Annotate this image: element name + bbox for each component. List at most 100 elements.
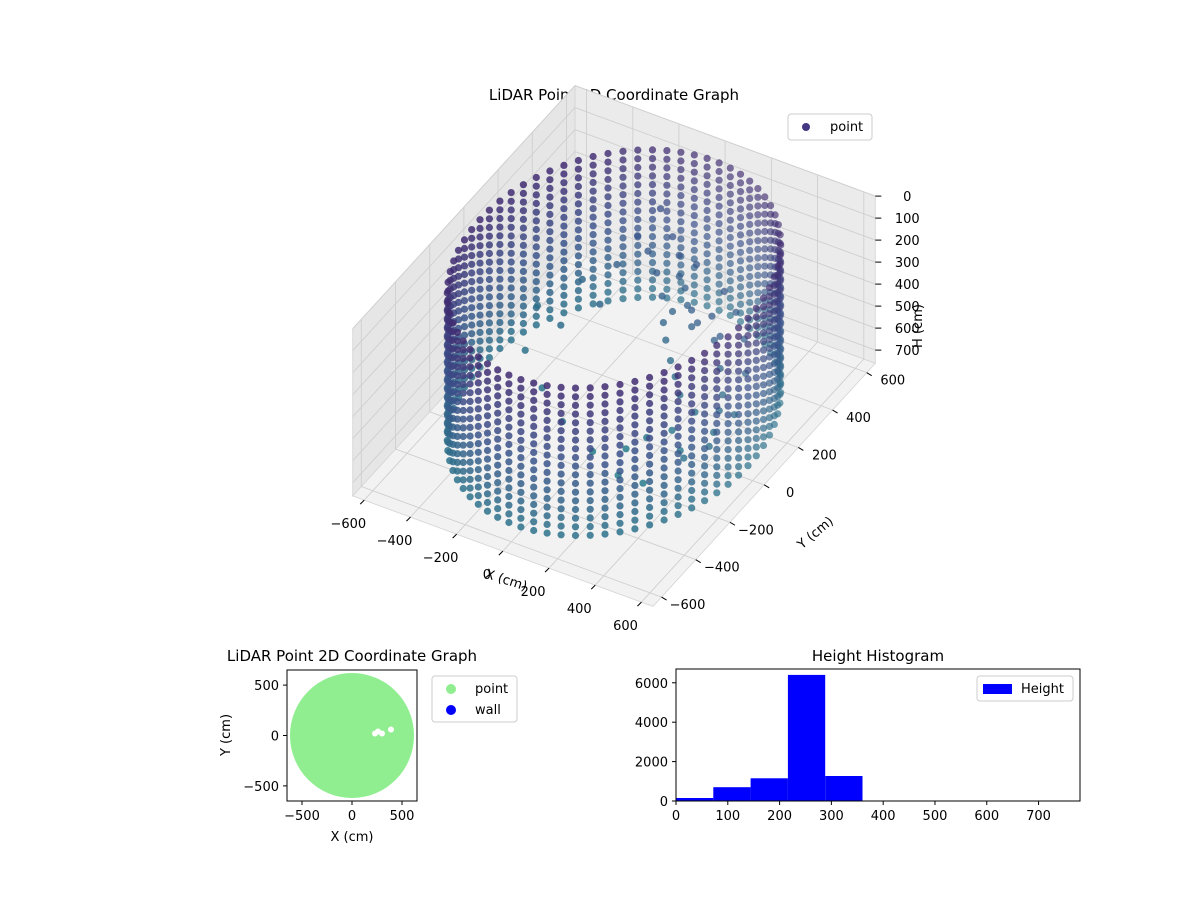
point-wall <box>660 516 668 524</box>
x-tick-label: 600 <box>974 809 999 824</box>
point-wall <box>485 293 493 301</box>
point-wall <box>765 362 774 370</box>
point-wall <box>663 207 671 215</box>
point-wall <box>701 436 709 444</box>
point-wall <box>546 306 554 314</box>
point-wall <box>543 382 551 390</box>
point-wall <box>474 414 482 422</box>
point-wall <box>736 257 745 265</box>
point-wall <box>505 510 513 518</box>
y-tick-label: −600 <box>670 598 706 613</box>
point-wall <box>674 380 682 388</box>
chart-2d-ylabel: Y (cm) <box>219 714 234 757</box>
point-wall <box>631 516 639 524</box>
point-wall <box>759 441 768 450</box>
point-wall <box>483 429 492 437</box>
point-wall <box>663 147 671 155</box>
point-wall <box>449 414 457 422</box>
point-wall <box>560 309 568 317</box>
point-wall <box>517 454 525 462</box>
point-wall <box>589 231 597 239</box>
point-wall <box>726 251 734 259</box>
point-wall <box>735 445 743 453</box>
point-wall <box>765 431 774 439</box>
point-wall <box>726 268 734 276</box>
point-wall <box>616 415 624 423</box>
point-wall <box>688 426 696 434</box>
point-wall <box>530 492 538 500</box>
point-wall <box>724 350 732 358</box>
point-wall <box>449 345 457 353</box>
point-wall <box>483 438 492 446</box>
point-wall <box>616 424 624 432</box>
point-clutter <box>533 301 542 310</box>
point-wall <box>701 410 709 418</box>
point-wall <box>517 497 525 505</box>
point-wall <box>532 260 540 268</box>
point-wall <box>677 235 685 243</box>
point-wall <box>546 193 554 201</box>
point-wall <box>560 257 568 265</box>
z-tick-label: 100 <box>895 212 920 227</box>
point-clutter <box>644 247 652 255</box>
point-wall <box>560 248 568 256</box>
point-clutter <box>662 336 670 344</box>
point-wall <box>648 198 657 206</box>
y-tick-label: 400 <box>846 411 871 426</box>
point-gap <box>388 726 394 733</box>
point-wall <box>619 234 627 242</box>
point-wall <box>532 199 540 208</box>
y-tick-label: 0 <box>271 730 279 745</box>
point-wall <box>557 505 565 513</box>
point-wall <box>496 344 504 353</box>
point-wall <box>444 278 452 286</box>
point-wall <box>557 418 565 426</box>
point-wall <box>752 452 760 460</box>
point-clutter <box>613 260 621 269</box>
point-wall <box>460 270 469 279</box>
point-wall <box>460 279 469 287</box>
point-wall <box>688 434 696 443</box>
point-wall <box>726 294 734 302</box>
point-wall <box>663 251 671 259</box>
point-wall <box>494 383 502 391</box>
point-wall <box>496 327 504 335</box>
x-tick-label: −400 <box>377 534 413 549</box>
point-wall <box>677 226 685 234</box>
point-wall <box>474 379 482 387</box>
point-wall <box>752 304 760 312</box>
point-wall <box>494 374 502 383</box>
point-wall <box>765 344 774 352</box>
point-wall <box>688 504 696 512</box>
point-wall <box>761 280 769 288</box>
point-wall <box>744 453 752 461</box>
point-wall <box>619 243 627 251</box>
point-wall <box>663 268 671 276</box>
z-tick-label: 400 <box>895 278 920 293</box>
point-wall <box>571 393 580 401</box>
point-wall <box>690 298 698 306</box>
point-wall <box>660 421 668 429</box>
point-wall <box>459 354 467 363</box>
point-wall <box>557 401 565 409</box>
point-wall <box>586 453 594 461</box>
point-wall <box>543 494 551 502</box>
point-wall <box>663 233 671 241</box>
point-wall <box>674 372 682 380</box>
point-wall <box>574 234 583 243</box>
point-wall <box>701 462 709 470</box>
point-wall <box>735 471 743 479</box>
point-wall <box>571 505 580 514</box>
point-wall <box>634 276 642 284</box>
point-wall <box>765 396 774 404</box>
point-clutter <box>557 321 565 329</box>
y-tick-label: 6000 <box>635 677 668 692</box>
point-wall <box>677 183 685 191</box>
point-wall <box>765 336 774 344</box>
point-wall <box>746 298 754 307</box>
point-wall <box>459 363 467 371</box>
point-wall <box>546 210 554 218</box>
point-wall <box>496 266 504 275</box>
point-wall <box>761 288 769 296</box>
point-wall <box>485 241 493 249</box>
